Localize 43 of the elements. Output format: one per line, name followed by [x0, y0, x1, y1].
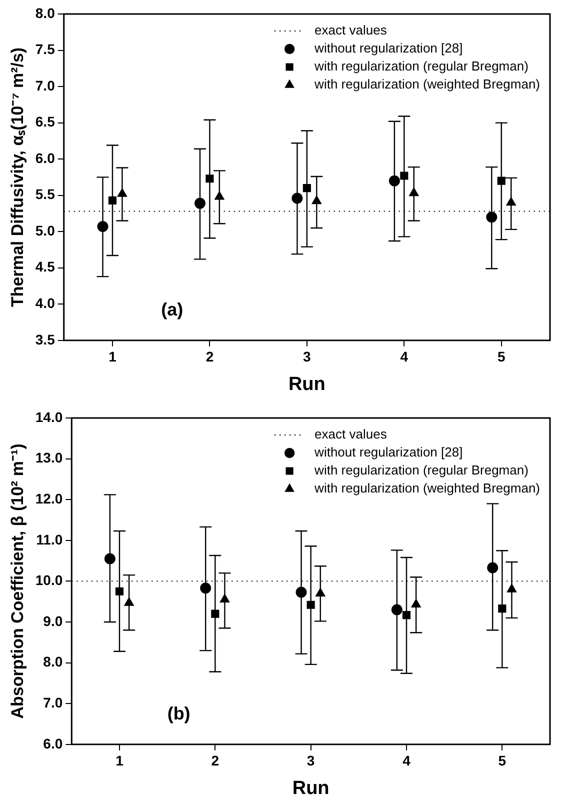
- legend-label: exact values: [314, 426, 388, 442]
- y-tick-label: 5.5: [35, 186, 56, 202]
- y-tick-label: 8.0: [43, 654, 63, 670]
- x-axis-title: Run: [288, 374, 326, 395]
- y-tick-label: 3.5: [35, 331, 56, 348]
- y-tick-label: 14.0: [35, 408, 63, 425]
- legend-label: with regularization (weighted Bregman): [314, 480, 540, 496]
- y-tick-label: 7.0: [35, 77, 56, 94]
- x-tick-label: 5: [498, 752, 506, 769]
- x-tick-label: 5: [497, 348, 506, 365]
- x-tick-label: 3: [306, 752, 315, 769]
- legend-label: exact values: [314, 22, 388, 38]
- x-tick-label: 4: [400, 348, 408, 365]
- annotation: (b): [167, 703, 190, 724]
- y-tick-label: 10.0: [35, 572, 63, 588]
- x-tick-label: 3: [303, 348, 312, 365]
- x-axis-title: Run: [292, 778, 330, 799]
- y-tick-label: 12.0: [35, 490, 63, 506]
- legend-label: without regularization [28]: [314, 444, 463, 460]
- y-tick-label: 4.0: [35, 294, 56, 311]
- x-tick-label: 1: [116, 752, 124, 769]
- y-tick-label: 8.0: [35, 4, 56, 21]
- y-tick-label: 7.5: [35, 41, 56, 58]
- y-tick-label: 4.5: [35, 258, 56, 275]
- y-axis-title: Absorption Coefficient, β (10² m⁻¹): [8, 444, 27, 719]
- legend-label: without regularization [28]: [314, 40, 463, 56]
- y-tick-label: 5.0: [35, 222, 56, 238]
- y-axis-title: Thermal Diffusivity, αₛ(10⁻⁷ m²/s): [8, 47, 27, 307]
- annotation: (a): [161, 299, 184, 320]
- x-tick-label: 1: [108, 348, 117, 365]
- legend-label: with regularization (regular Bregman): [314, 462, 528, 478]
- x-tick-label: 2: [206, 348, 214, 365]
- y-tick-label: 6.0: [43, 735, 63, 752]
- x-tick-label: 4: [402, 752, 411, 769]
- y-tick-label: 11.0: [36, 531, 63, 548]
- legend-label: with regularization (regular Bregman): [314, 58, 528, 74]
- y-tick-label: 6.5: [35, 114, 56, 130]
- y-tick-label: 13.0: [35, 450, 63, 466]
- x-tick-label: 2: [211, 752, 220, 769]
- y-tick-label: 9.0: [43, 612, 63, 629]
- legend-label: with regularization (weighted Bregman): [314, 76, 540, 92]
- y-tick-label: 7.0: [43, 694, 63, 710]
- y-tick-label: 6.0: [35, 150, 56, 166]
